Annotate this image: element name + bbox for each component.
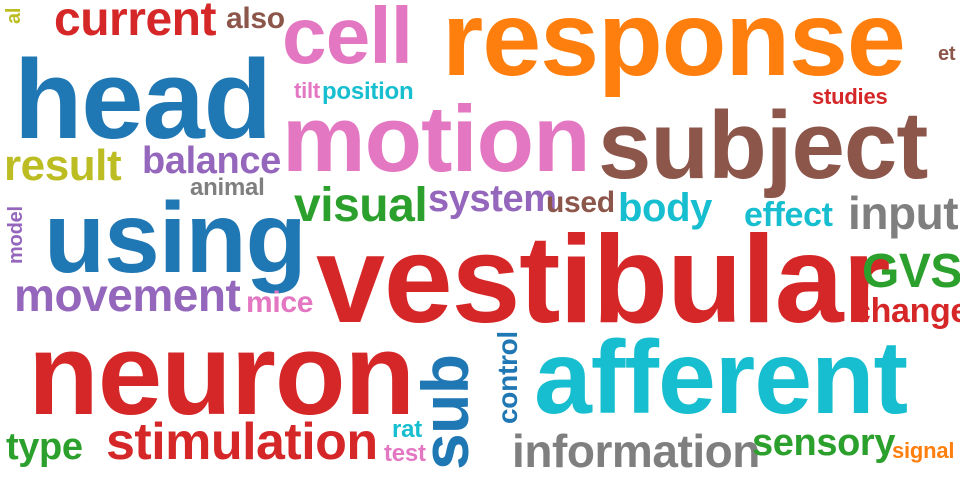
word-studies: studies <box>812 84 888 109</box>
word-model: model <box>5 206 27 264</box>
word-subject: subject <box>598 92 928 199</box>
word-information: information <box>512 425 760 477</box>
word-signal: signal <box>892 438 955 463</box>
word-movement: movement <box>14 269 241 321</box>
word-motion: motion <box>282 86 591 191</box>
word-sensory: sensory <box>752 422 896 464</box>
word-used: used <box>546 186 615 219</box>
word-tilt: tilt <box>294 78 320 103</box>
word-al: al <box>3 7 25 24</box>
word-response: response <box>442 0 906 98</box>
word-stimulation: stimulation <box>106 413 378 471</box>
word-also: also <box>226 2 285 35</box>
word-current: current <box>54 0 217 46</box>
word-input: input <box>848 187 959 239</box>
word-mice: mice <box>246 286 314 319</box>
word-rat: rat <box>392 416 422 443</box>
word-control: control <box>492 331 523 424</box>
word-test: test <box>384 440 426 467</box>
word-visual: visual <box>294 179 428 232</box>
word-afferent: afferent <box>534 320 908 436</box>
word-position: position <box>322 78 414 105</box>
word-using: using <box>44 182 307 294</box>
word-vestibular: vestibular <box>316 211 891 349</box>
word-gvs: GVS <box>862 245 960 298</box>
word-et: et <box>938 43 956 65</box>
word-system: system <box>428 178 557 220</box>
word-cell: cell <box>282 0 413 80</box>
word-animal: animal <box>190 174 265 201</box>
word-balance: balance <box>142 140 281 182</box>
word-change: change <box>852 292 960 330</box>
word-type: type <box>6 426 83 468</box>
word-head: head <box>14 37 272 162</box>
word-neuron: neuron <box>28 309 415 439</box>
word-body: body <box>618 186 712 230</box>
word-effect: effect <box>744 196 833 234</box>
word-result: result <box>4 141 122 190</box>
